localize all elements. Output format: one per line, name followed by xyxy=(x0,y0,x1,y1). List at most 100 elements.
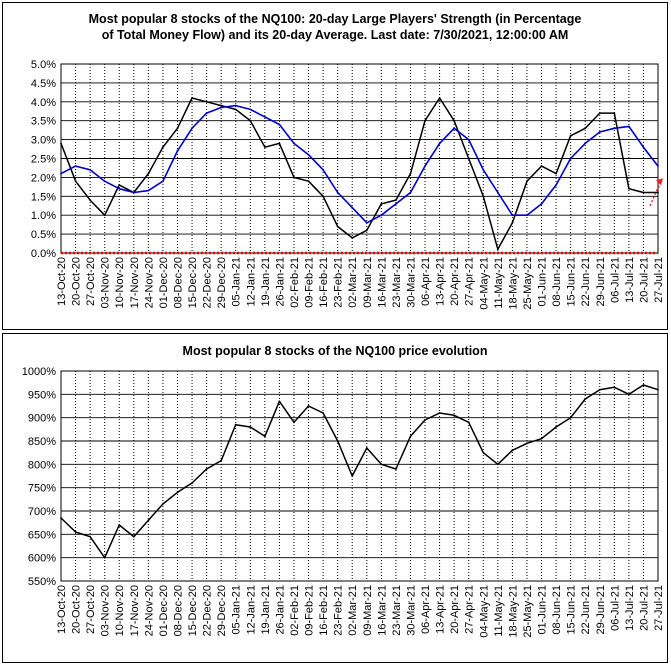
price-line-point xyxy=(249,426,252,428)
price-line-point xyxy=(74,531,77,533)
x-tick-label: 10-Nov-20 xyxy=(114,585,126,636)
average-line-point xyxy=(555,184,557,186)
average-line-point xyxy=(496,191,499,194)
chart-title: Most popular 8 stocks of the NQ100 price… xyxy=(182,344,488,358)
price-line-point xyxy=(103,556,106,559)
average-line-point xyxy=(162,180,164,183)
strength-chart-plot: 0.0% 0.5% 1.0% 1.5% 2.0% 2.5% 3.0% 3.5% 4.0% 4.5%… xyxy=(31,59,665,310)
price-line-point xyxy=(657,388,659,391)
strength-line-point xyxy=(467,157,470,160)
strength-line-point xyxy=(351,236,354,239)
strength-line-point xyxy=(162,146,164,149)
x-tick-label: 15-Jun-21 xyxy=(566,585,578,635)
price-line-point xyxy=(307,405,310,407)
x-tick-label: 24-Nov-20 xyxy=(143,585,155,636)
x-tick-label: 27-Jul-21 xyxy=(653,257,665,303)
average-line-point xyxy=(395,202,397,205)
x-tick-label: 20-Apr-21 xyxy=(449,257,461,306)
average-line-point xyxy=(584,142,587,145)
average-line-point xyxy=(147,189,150,192)
strength-line-point xyxy=(278,142,281,145)
strength-line-point xyxy=(293,176,295,179)
price-chart-plot: 550% 600% 650% 700% 750% 800% 850% 900% 950% 1000… xyxy=(22,366,665,638)
strength-line-point xyxy=(438,97,441,99)
average-line-point xyxy=(569,157,572,160)
x-tick-label: 02-Mar-21 xyxy=(347,585,359,636)
strength-line-point xyxy=(220,104,223,107)
x-tick-label: 22-Jun-21 xyxy=(580,585,592,635)
price-line-point xyxy=(598,388,601,391)
strength-line-point xyxy=(263,146,266,149)
strength-line-point xyxy=(496,248,499,251)
average-line-point xyxy=(351,206,354,209)
price-line-point xyxy=(540,437,543,440)
average-line-point xyxy=(191,127,193,130)
x-tick-label: 02-Mar-21 xyxy=(347,257,359,308)
x-tick-label: 27-Apr-21 xyxy=(464,257,476,306)
average-line-point xyxy=(118,187,121,190)
average-line-point xyxy=(540,202,543,205)
average-line-point xyxy=(322,168,324,171)
x-tick-label: 24-Nov-20 xyxy=(143,257,155,308)
y-tick-label: 0.0% xyxy=(31,248,56,260)
strength-line-point xyxy=(307,180,310,183)
price-line-point xyxy=(351,475,354,477)
x-tick-label: 20-Jul-21 xyxy=(638,257,650,303)
x-tick-label: 13-Oct-20 xyxy=(56,585,68,634)
y-tick-label: 950% xyxy=(28,389,56,401)
x-tick-label: 08-Jun-21 xyxy=(551,585,563,635)
average-line-point xyxy=(642,146,645,149)
y-tick-label: 800% xyxy=(28,459,56,471)
x-tick-label: 23-Feb-21 xyxy=(333,585,345,636)
price-line-point xyxy=(482,451,485,454)
x-tick-label: 20-Oct-20 xyxy=(71,585,83,634)
x-tick-label: 12-Jan-21 xyxy=(245,257,257,307)
x-tick-label: 16-Mar-21 xyxy=(376,257,388,308)
x-tick-label: 30-Mar-21 xyxy=(405,585,417,636)
price-line-point xyxy=(293,421,295,424)
x-tick-label: 23-Feb-21 xyxy=(333,257,345,308)
x-tick-label: 26-Jan-21 xyxy=(274,257,286,307)
trend-arrow-head xyxy=(656,178,663,186)
x-tick-label: 29-Jun-21 xyxy=(595,257,607,307)
average-line-point xyxy=(263,116,266,118)
strength-line-point xyxy=(60,142,62,145)
strength-line-point xyxy=(453,119,456,122)
x-tick-label: 08-Dec-20 xyxy=(172,257,184,308)
strength-line xyxy=(60,97,658,250)
price-line-point xyxy=(642,384,645,386)
x-tick-label: 09-Feb-21 xyxy=(304,585,316,636)
strength-line-point xyxy=(598,112,601,115)
average-line-point xyxy=(60,172,62,175)
y-tick-label: 4.0% xyxy=(31,97,56,109)
price-line-point xyxy=(627,393,630,396)
average-line-point xyxy=(598,131,601,133)
average-line-point xyxy=(438,142,441,145)
x-tick-label: 29-Dec-20 xyxy=(216,585,228,636)
average-line-point xyxy=(89,168,92,171)
strength-line-point xyxy=(103,214,106,217)
x-tick-label: 25-May-21 xyxy=(522,257,534,310)
x-tick-label: 29-Dec-20 xyxy=(216,257,228,308)
average-line-point xyxy=(249,108,252,111)
price-line-point xyxy=(118,524,121,526)
price-line-point xyxy=(336,440,339,442)
average-line-point xyxy=(234,104,237,107)
x-tick-label: 01-Jun-21 xyxy=(537,257,549,307)
average-line-point xyxy=(205,112,208,115)
y-tick-label: 750% xyxy=(28,483,56,495)
price-line-point xyxy=(278,400,281,403)
x-tick-label: 06-Jul-21 xyxy=(609,585,621,631)
x-tick-label: 01-Dec-20 xyxy=(158,257,170,308)
y-tick-label: 1000% xyxy=(22,366,56,378)
x-tick-label: 09-Mar-21 xyxy=(362,585,374,636)
x-tick-label: 09-Mar-21 xyxy=(362,257,374,308)
x-tick-label: 05-Jan-21 xyxy=(231,257,243,307)
x-tick-label: 08-Dec-20 xyxy=(172,585,184,636)
price-line-point xyxy=(438,412,441,414)
x-tick-label: 29-Jun-21 xyxy=(595,585,607,635)
price-line-point xyxy=(584,398,587,400)
price-line-point xyxy=(613,386,616,389)
x-tick-label: 16-Mar-21 xyxy=(376,585,388,636)
x-tick-label: 13-Oct-20 xyxy=(56,257,68,306)
